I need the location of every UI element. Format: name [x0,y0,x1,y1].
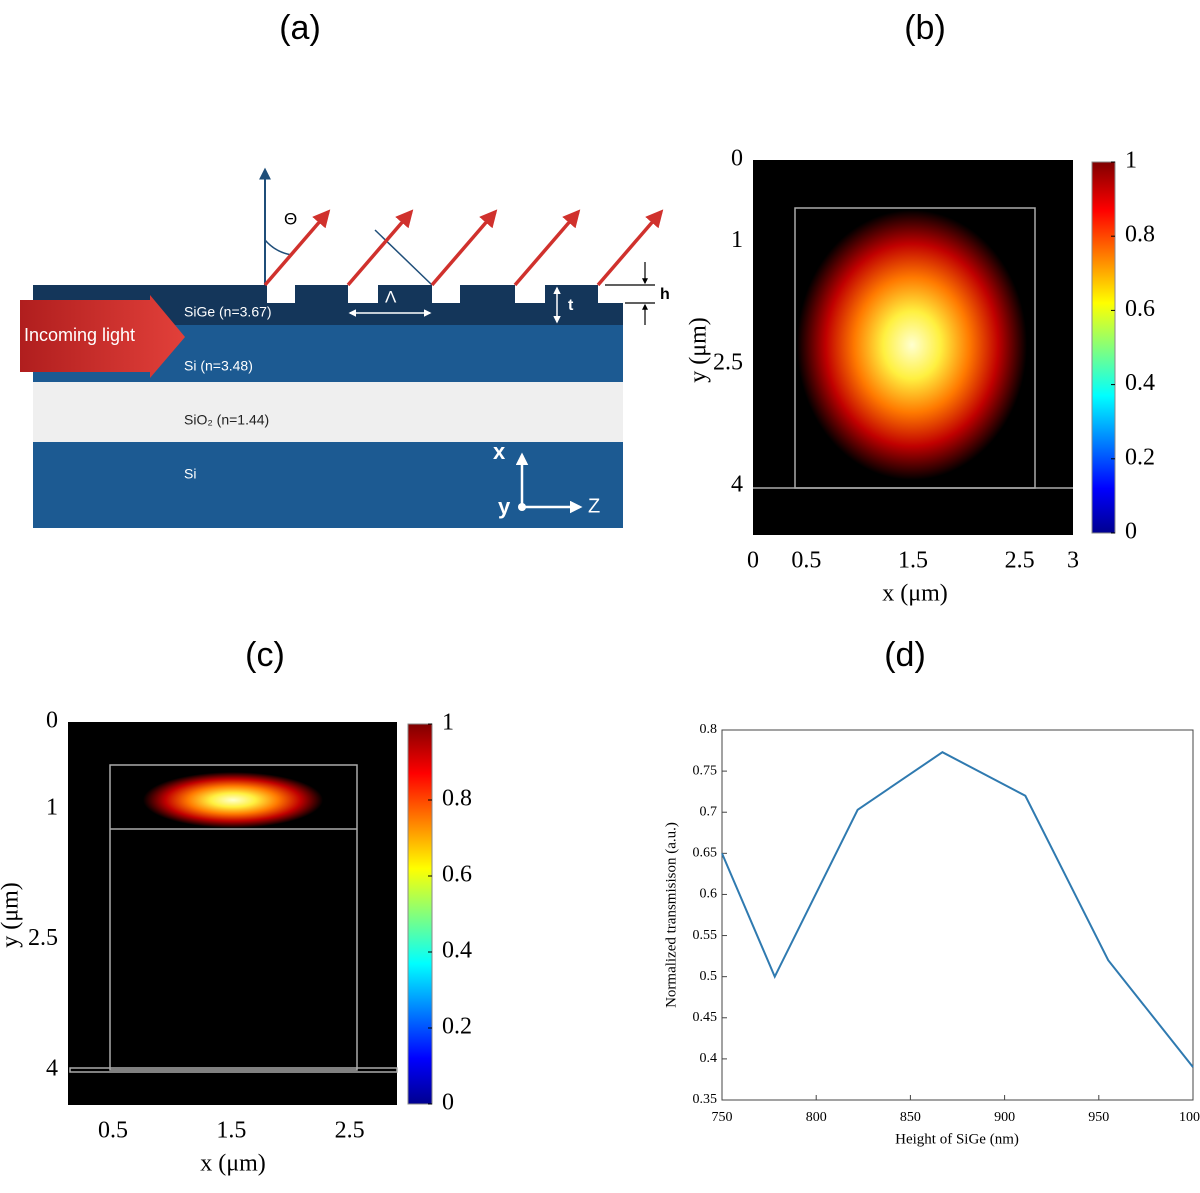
x-tick-label: 2.5 [1005,548,1035,574]
x-tick-label: 3 [1067,548,1079,574]
colorbar-tick-label: 1 [1125,148,1137,174]
x-tick-label: 950 [1088,1110,1109,1125]
x-tick-label: 850 [900,1110,921,1125]
x-tick-label: 0.5 [98,1118,128,1144]
y-axis-label: Normalized transmisison (a.u.) [663,822,679,1008]
y-tick-label: 0.75 [693,763,718,778]
x-axis-label: x (μm) [882,581,948,607]
axis-label: Z [588,495,600,517]
panel-label: (c) [245,636,285,674]
panel-label: (b) [904,9,946,47]
height-marker [605,262,655,325]
colorbar-tick-label: 1 [442,710,454,736]
colorbar-tick-label: 0.8 [1125,222,1155,248]
y-tick-label: 1 [46,795,58,821]
y-tick-label: 4 [46,1056,58,1082]
colorbar-tick-label: 0.2 [1125,444,1155,470]
colorbar-tick-label: 0.4 [442,938,472,964]
y-tick-label: 0 [731,146,743,172]
theta-label: Θ [284,209,297,228]
t-label: t [568,297,574,314]
colorbar-tick-label: 0.6 [442,862,472,888]
panel-label: (d) [884,636,926,674]
wavefront [374,229,433,286]
layer-si-substrate [33,442,623,528]
h-label: h [660,286,670,303]
layer-sige [33,285,623,325]
layer-sio2 [33,382,623,442]
x-tick-label: 800 [806,1110,827,1125]
layer-label: Si (n=3.48) [184,358,253,374]
data-line [721,751,1194,1068]
field-intensity [143,772,323,828]
waveguide-outline [69,1067,398,1073]
waveguide-outline [109,764,358,1071]
colorbar [407,723,433,1105]
axis-label: x [493,439,506,464]
angle-arc [264,239,293,256]
y-tick-label: 4 [731,472,743,498]
y-tick-label: 2.5 [28,925,58,951]
x-tick-label: 0.5 [791,548,821,574]
colorbar [1091,161,1116,534]
field-intensity [797,210,1027,480]
colorbar-tick-label: 0.6 [1125,296,1155,322]
plot-frame [721,729,1194,1101]
y-tick-label: 0.7 [700,804,718,819]
incoming-arrow [20,295,185,378]
x-tick-label: 2.5 [335,1118,365,1144]
x-tick-label: 1.5 [216,1118,246,1144]
y-tick-label: 0.55 [693,928,718,943]
panel-label: (a) [279,9,321,47]
y-tick-label: 0.35 [693,1092,718,1107]
layer-label: Si [184,466,196,482]
y-axis-label: y (μm) [0,882,24,948]
colorbar-tick-label: 0.2 [442,1014,472,1040]
x-tick-label: 0 [747,548,759,574]
diffracted-arrows [263,209,664,287]
lambda-label: Λ [385,287,397,306]
y-axis-dot [518,503,526,511]
diagram: (a) Θ Λ t h SiGe (n=3.67) Si (n=3.48) Si… [20,9,670,528]
layer-label: SiGe (n=3.67) [184,304,272,320]
y-tick-label: 0.65 [693,846,718,861]
layer-label: SiO₂ (n=1.44) [184,412,269,428]
incoming-label: Incoming light [24,325,135,345]
x-tick-label: 1.5 [898,548,928,574]
y-tick-label: 0.45 [693,1010,718,1025]
y-tick-label: 0.5 [700,969,718,984]
y-axis-label: y (μm) [686,317,712,383]
colorbar-tick-label: 0.8 [442,786,472,812]
colorbar-tick-label: 0.4 [1125,370,1155,396]
y-tick-label: 0 [46,708,58,734]
x-axis-label: Height of SiGe (nm) [895,1131,1019,1147]
colorbar-tick-label: 0 [442,1090,454,1116]
y-tick-label: 0.8 [700,722,718,737]
y-tick-label: 2.5 [713,349,743,375]
x-tick-label: 900 [994,1110,1015,1125]
x-tick-label: 750 [712,1110,733,1125]
colorbar-tick-label: 0 [1125,519,1137,545]
y-tick-label: 1 [731,227,743,253]
x-axis-label: x (μm) [200,1151,266,1177]
y-tick-label: 0.6 [700,887,718,902]
axis-label: y [498,494,511,519]
y-tick-label: 0.4 [700,1051,718,1066]
